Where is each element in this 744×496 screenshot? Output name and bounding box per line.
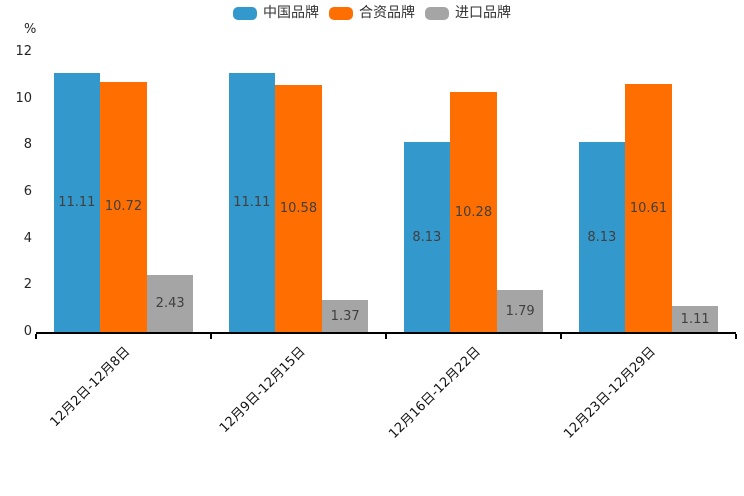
x-tick-label: 12月2日-12月8日 xyxy=(47,344,134,431)
y-tick-label: 0 xyxy=(23,324,32,339)
y-tick-label: 12 xyxy=(15,44,32,59)
x-axis-tick xyxy=(560,334,562,339)
legend-swatch-joint-venture-brand xyxy=(329,6,353,20)
y-tick-label: 8 xyxy=(23,137,32,153)
legend-label: 进口品牌 xyxy=(455,5,511,21)
legend-item-china-brand[interactable]: 中国品牌 xyxy=(233,6,319,20)
bar-value-label: 10.28 xyxy=(454,204,493,220)
legend-swatch-import-brand xyxy=(425,6,449,20)
bar-china-brand: 8.13 xyxy=(578,142,626,332)
x-axis-tick xyxy=(735,334,737,339)
bar-value-label: 11.11 xyxy=(233,194,271,210)
y-tick-label: 4 xyxy=(23,230,32,246)
y-tick-label: 2 xyxy=(23,277,32,293)
bar-value-label: 11.11 xyxy=(58,194,96,210)
bar-value-label: 1.79 xyxy=(505,303,535,319)
bar-china-brand: 11.11 xyxy=(228,72,276,332)
legend-label: 合资品牌 xyxy=(359,5,415,21)
bar-import-brand: 1.37 xyxy=(321,300,369,332)
bar-joint-venture-brand: 10.58 xyxy=(275,85,322,332)
bar-joint-venture-brand: 10.72 xyxy=(100,81,147,332)
x-axis-tick xyxy=(35,334,37,339)
plot-area: 11.11 10.72 2.43 11.11 10.58 1.37 8.13 10.28 1.7… xyxy=(36,52,736,334)
bar-china-brand: 11.11 xyxy=(53,72,101,332)
legend-item-joint-venture-brand[interactable]: 合资品牌 xyxy=(329,6,415,20)
bar-value-label: 8.13 xyxy=(587,229,617,245)
bar-china-brand: 8.13 xyxy=(403,142,451,332)
bar-import-brand: 1.11 xyxy=(671,306,719,332)
bar-joint-venture-brand: 10.28 xyxy=(450,92,497,332)
legend-item-import-brand[interactable]: 进口品牌 xyxy=(425,6,511,20)
x-axis-tick xyxy=(385,334,387,339)
bar-value-label: 1.11 xyxy=(680,311,710,327)
bar-import-brand: 2.43 xyxy=(146,275,194,332)
bar-value-label: 2.43 xyxy=(155,296,185,312)
y-tick-label: 10 xyxy=(15,90,32,106)
legend: 中国品牌 合资品牌 进口品牌 xyxy=(0,6,744,20)
bar-value-label: 10.72 xyxy=(104,199,143,215)
bar-value-label: 10.58 xyxy=(279,201,318,217)
x-tick-label: 12月16日-12月22日 xyxy=(385,344,484,442)
x-tick-label: 12月23日-12月29日 xyxy=(560,344,659,442)
bar-joint-venture-brand: 10.61 xyxy=(625,84,672,332)
legend-label: 中国品牌 xyxy=(263,5,319,21)
bar-value-label: 8.13 xyxy=(412,229,442,245)
y-axis-unit-label: % xyxy=(24,22,37,37)
x-tick-label: 12月9日-12月15日 xyxy=(216,344,309,436)
bar-value-label: 10.61 xyxy=(629,200,668,216)
y-tick-label: 6 xyxy=(23,184,32,199)
x-axis-tick xyxy=(210,334,212,339)
legend-swatch-china-brand xyxy=(233,6,257,20)
bar-import-brand: 1.79 xyxy=(496,290,544,332)
bar-value-label: 1.37 xyxy=(330,308,360,324)
